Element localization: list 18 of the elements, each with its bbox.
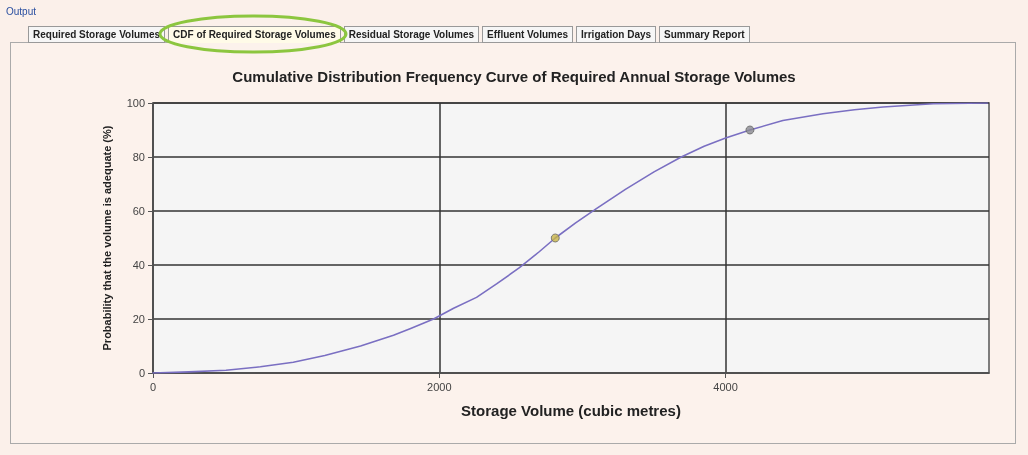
y-axis-title: Probability that the volume is adequate (%) (100, 125, 113, 351)
text: Summary Report (659, 26, 750, 43)
y-tick-label: 40 (132, 259, 145, 271)
text: Output (6, 6, 37, 17)
text: Irrigation Days (576, 26, 657, 43)
y-tick-label: 0 (138, 367, 145, 379)
chart-title: Cumulative Distribution Frequency Curve of Required Annual Storage Volumes (232, 68, 796, 85)
text: Effluent Volumes (482, 26, 574, 43)
y-tick-label: 20 (132, 313, 145, 325)
x-tick-label: 4000 (713, 380, 738, 393)
x-axis-title: Storage Volume (cubic metres) (461, 402, 681, 419)
x-tick-label: 0 (149, 380, 157, 393)
y-tick-label: 100 (126, 97, 145, 109)
text: Required Storage Volumes (28, 26, 166, 43)
y-tick-label: 60 (132, 205, 145, 217)
text: Residual Storage Volumes (343, 26, 480, 43)
x-tick-label: 2000 (427, 380, 452, 393)
y-tick-label: 80 (132, 151, 145, 163)
